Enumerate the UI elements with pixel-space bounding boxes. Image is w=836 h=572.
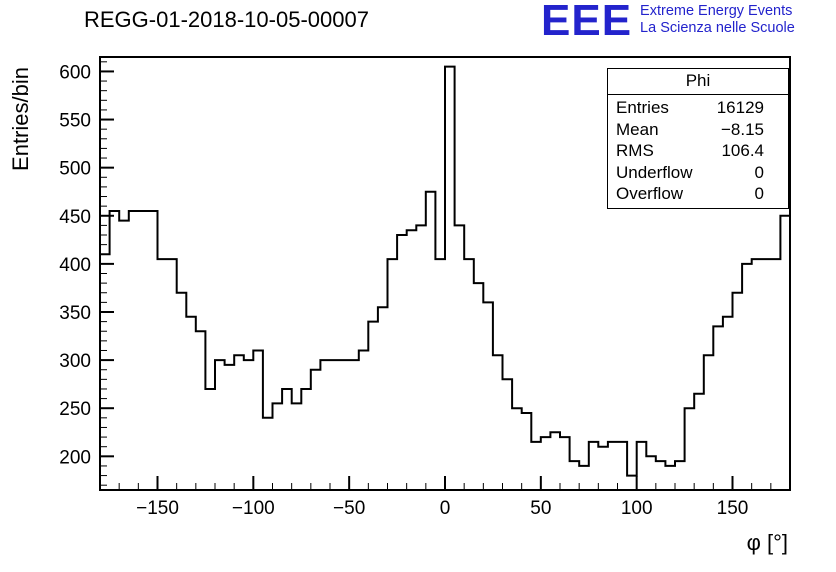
stats-box-title: Phi (608, 69, 788, 95)
y-tick-label: 350 (59, 303, 91, 324)
stat-label: RMS (616, 141, 654, 160)
stat-value: 0 (754, 184, 764, 203)
stat-label: Entries (616, 98, 669, 117)
stat-label: Mean (616, 119, 659, 139)
plot-title: REGG-01-2018-10-05-00007 (84, 7, 369, 32)
eee-logo-text: Extreme Energy Events La Scienza nelle S… (640, 3, 795, 36)
stats-row-rms: RMS 106.4 (608, 140, 788, 162)
x-tick-label: −100 (232, 498, 275, 519)
stats-box-rows: Entries 16129 Mean −8.15 RMS 106.4 Under… (608, 95, 788, 208)
x-tick-label: 150 (717, 498, 749, 519)
y-tick-label: 200 (59, 447, 91, 468)
x-tick-label: 0 (440, 498, 451, 519)
x-axis-title: φ [°] (747, 530, 788, 555)
stat-value: 16129 (716, 98, 764, 117)
y-tick-label: 550 (59, 111, 91, 132)
histogram-line (100, 65, 790, 477)
stat-label: Underflow (616, 162, 693, 182)
stats-row-overflow: Overflow 0 (608, 183, 788, 205)
stats-row-mean: Mean −8.15 (608, 119, 788, 141)
x-tick-label: 50 (530, 498, 551, 519)
stat-label: Overflow (616, 184, 684, 203)
x-tick-label: −50 (333, 498, 365, 519)
stats-box: Phi Entries 16129 Mean −8.15 RMS 106.4 U… (607, 68, 789, 209)
eee-logo-line2: La Scienza nelle Scuole (640, 19, 795, 36)
y-axis-title: Entries/bin (8, 67, 33, 171)
eee-logo: EEE Extreme Energy Events La Scienza nel… (541, 0, 795, 45)
stat-value: 106.4 (721, 141, 764, 160)
eee-logo-acronym: EEE (541, 0, 633, 45)
y-tick-label: 400 (59, 255, 91, 276)
y-tick-label: 250 (59, 399, 91, 420)
stats-row-entries: Entries 16129 (608, 97, 788, 119)
stat-value: −8.15 (720, 119, 764, 139)
y-tick-label: 300 (59, 351, 91, 372)
stats-row-underflow: Underflow 0 (608, 162, 788, 184)
stat-value: 0 (754, 162, 764, 182)
y-tick-label: 600 (59, 62, 91, 83)
x-tick-label: 100 (621, 498, 653, 519)
y-tick-label: 500 (59, 159, 91, 180)
x-tick-label: −150 (136, 498, 179, 519)
y-tick-label: 450 (59, 207, 91, 228)
eee-logo-line1: Extreme Energy Events (640, 3, 793, 19)
